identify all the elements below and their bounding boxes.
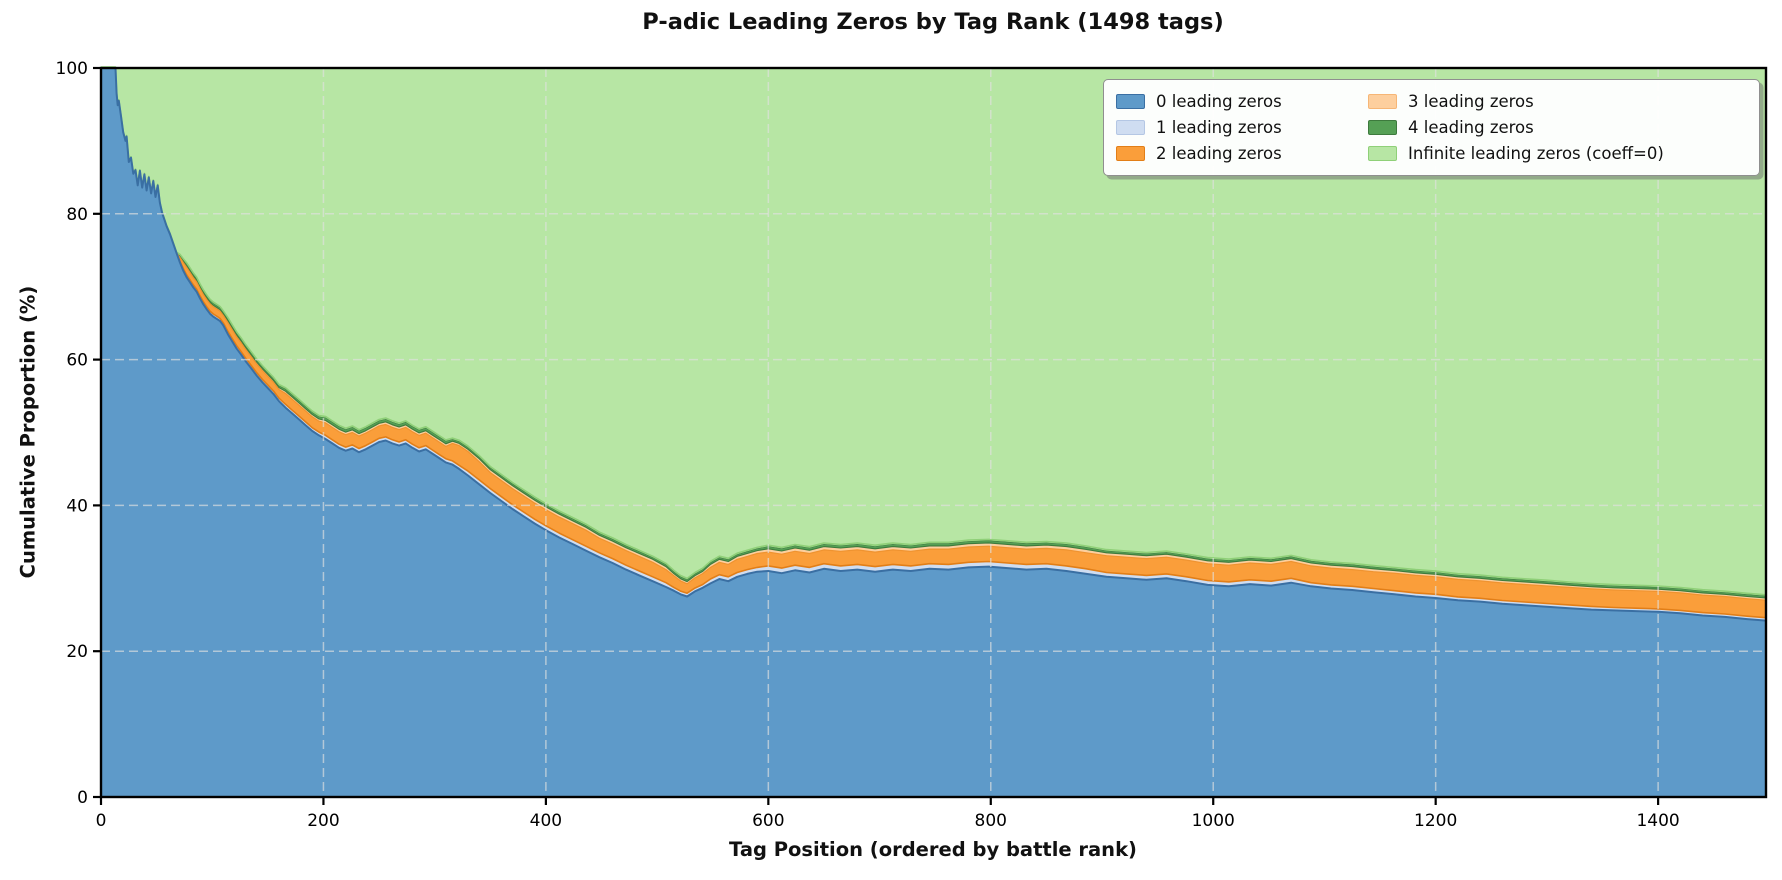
axes-spines <box>99 66 1768 799</box>
y-tick-label: 0 <box>77 788 88 808</box>
edge-orange-bottom <box>175 252 1767 619</box>
legend-label: 1 leading zeros <box>1156 117 1282 137</box>
legend-label: 3 leading zeros <box>1408 91 1534 111</box>
x-tick-label: 600 <box>752 811 784 831</box>
legend-item: Infinite leading zeros (coeff=0) <box>1368 144 1747 163</box>
x-tick-label: 1000 <box>1192 811 1235 831</box>
x-tick-label: 200 <box>307 811 339 831</box>
legend: 0 leading zeros 1 leading zeros 2 leading … <box>1103 79 1760 176</box>
y-axis-label: Cumulative Proportion (%) <box>16 285 40 579</box>
x-tick-label: 0 <box>96 811 107 831</box>
legend-swatch-icon <box>1368 146 1397 162</box>
legend-swatch-icon <box>1116 119 1145 135</box>
legend-item: 3 leading zeros <box>1368 92 1747 111</box>
area-0-leading-zeros <box>101 68 1766 797</box>
y-tick-label: 20 <box>66 642 88 662</box>
legend-label: 0 leading zeros <box>1156 91 1282 111</box>
y-tick-label: 60 <box>66 351 88 371</box>
chart-title: P-adic Leading Zeros by Tag Rank (1498 t… <box>642 9 1224 35</box>
y-tick-label: 40 <box>66 496 88 516</box>
legend-label: 4 leading zeros <box>1408 117 1534 137</box>
legend-swatch-icon <box>1368 93 1397 109</box>
legend-label: 2 leading zeros <box>1156 144 1282 164</box>
legend-item: 1 leading zeros <box>1116 118 1368 137</box>
area-series-group <box>101 66 1767 797</box>
x-tick-label: 1400 <box>1636 811 1679 831</box>
x-tick-label: 400 <box>530 811 562 831</box>
x-axis-label: Tag Position (ordered by battle rank) <box>729 838 1137 861</box>
edge-orange-top <box>176 252 1767 601</box>
ticks: 0 200 400 600 800 1000 1200 1400 0 20 40 60 80 100 <box>56 59 1680 831</box>
x-tick-label: 800 <box>975 811 1007 831</box>
legend-item: 2 leading zeros <box>1116 144 1368 163</box>
legend-swatch-icon <box>1116 93 1145 109</box>
legend-swatch-icon <box>1116 146 1145 162</box>
area-infinite-leading-zeros <box>101 68 1766 596</box>
gridlines <box>101 67 1766 797</box>
y-tick-label: 80 <box>66 205 88 225</box>
legend-label: Infinite leading zeros (coeff=0) <box>1408 144 1664 164</box>
y-tick-label: 100 <box>56 59 88 79</box>
legend-swatch-icon <box>1368 119 1397 135</box>
area-2-leading-zeros <box>176 253 1767 618</box>
edge-blue-top <box>101 67 1767 622</box>
legend-item: 4 leading zeros <box>1368 118 1747 137</box>
x-tick-label: 1200 <box>1414 811 1457 831</box>
legend-item: 0 leading zeros <box>1116 92 1368 111</box>
